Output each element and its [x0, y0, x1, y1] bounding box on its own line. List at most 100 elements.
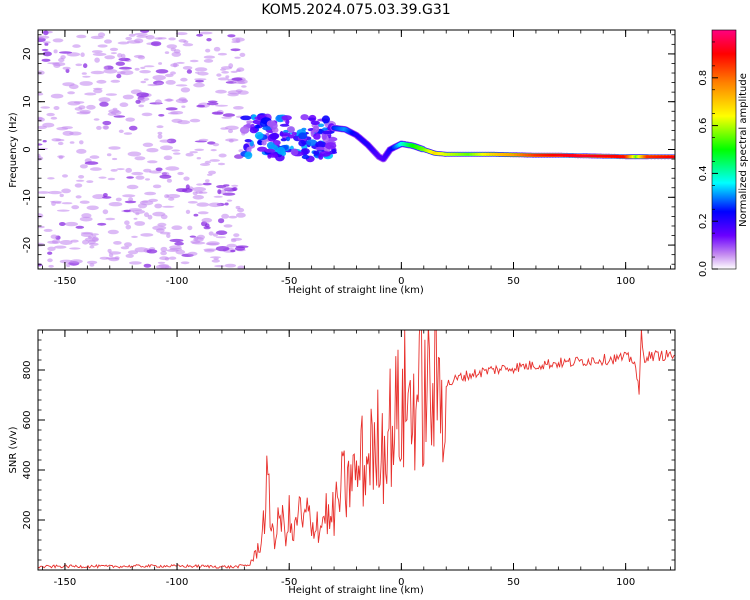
doppler-track-cell: [665, 155, 671, 159]
noise-speckle: [167, 112, 179, 115]
noise-speckle: [74, 107, 83, 111]
noise-speckle: [171, 225, 183, 230]
noise-speckle: [80, 52, 85, 57]
noise-speckle: [88, 242, 99, 246]
noise-speckle: [215, 89, 227, 94]
noise-speckle: [120, 246, 130, 250]
echo-blob: [240, 115, 252, 121]
noise-speckle: [231, 77, 243, 81]
noise-speckle: [178, 97, 187, 102]
noise-speckle: [160, 266, 167, 269]
noise-speckle: [62, 174, 68, 178]
noise-speckle: [97, 32, 106, 37]
noise-speckle: [48, 190, 62, 195]
noise-speckle: [222, 192, 236, 196]
noise-speckle: [75, 195, 82, 199]
doppler-track-cell: [649, 155, 654, 159]
noise-speckle: [83, 63, 88, 69]
noise-speckle: [76, 34, 87, 39]
noise-speckle: [196, 104, 206, 108]
noise-speckle: [239, 52, 246, 58]
echo-blob: [246, 146, 252, 154]
y-tick-label: -10: [22, 189, 33, 205]
noise-speckle: [134, 247, 148, 253]
noise-speckle: [221, 116, 232, 119]
noise-speckle: [152, 211, 166, 217]
noise-speckle: [135, 175, 145, 180]
noise-speckle: [107, 229, 119, 235]
noise-speckle: [89, 167, 102, 171]
echo-blob: [301, 127, 307, 131]
noise-speckle: [237, 207, 245, 213]
noise-speckle: [175, 84, 188, 87]
spectrogram-x-ticks: -150 -100 -50 0 50 100: [42, 30, 671, 287]
echo-blob: [254, 124, 261, 129]
noise-speckle: [173, 152, 181, 155]
noise-speckle: [174, 241, 184, 246]
noise-speckle: [86, 205, 99, 211]
noise-speckle: [147, 160, 158, 164]
noise-speckle: [86, 260, 98, 265]
noise-speckle: [48, 264, 54, 268]
noise-speckle: [157, 261, 166, 264]
noise-speckle: [208, 231, 214, 236]
echo-blob: [244, 139, 252, 143]
colorbar-tick-label: 0.8: [698, 70, 709, 86]
noise-speckle: [136, 35, 148, 38]
noise-speckle: [79, 200, 90, 204]
noise-speckle: [118, 57, 131, 62]
noise-speckle: [165, 80, 176, 85]
noise-speckle: [41, 58, 51, 62]
echo-blob: [257, 139, 262, 145]
noise-speckle: [186, 69, 192, 74]
noise-speckle: [230, 249, 236, 253]
noise-speckle: [185, 184, 190, 190]
echo-blob: [307, 117, 316, 121]
noise-speckle: [189, 118, 201, 123]
noise-speckle: [86, 104, 96, 110]
noise-speckle: [211, 259, 220, 263]
noise-speckle: [206, 173, 213, 176]
noise-speckle: [158, 114, 165, 117]
doppler-track-cell: [645, 155, 651, 159]
noise-speckle: [84, 92, 97, 96]
noise-speckle: [137, 55, 146, 60]
noise-speckle: [195, 79, 204, 83]
noise-speckle: [163, 155, 173, 161]
noise-speckle: [124, 242, 132, 248]
noise-speckle: [134, 67, 140, 71]
noise-speckle: [228, 215, 238, 219]
noise-speckle: [114, 256, 120, 260]
noise-speckle: [57, 141, 64, 146]
noise-speckle: [176, 61, 185, 64]
noise-speckle: [194, 67, 208, 72]
noise-speckle: [102, 209, 109, 215]
noise-speckle: [76, 148, 87, 154]
noise-speckle: [213, 257, 219, 260]
doppler-track-cell: [655, 155, 661, 159]
echo-blob: [267, 153, 279, 158]
echo-blob: [246, 120, 253, 124]
noise-speckle: [159, 256, 170, 261]
noise-speckle: [166, 233, 171, 238]
noise-speckle: [61, 188, 71, 194]
noise-speckle: [148, 198, 158, 202]
noise-speckle: [225, 138, 239, 142]
noise-speckle: [226, 243, 237, 248]
noise-speckle: [156, 125, 164, 129]
noise-speckle: [199, 163, 211, 166]
y-tick-label: 800: [22, 360, 33, 379]
noise-speckle: [75, 63, 83, 67]
noise-speckle: [61, 202, 73, 205]
noise-speckle: [75, 179, 85, 182]
noise-speckle: [192, 195, 204, 200]
noise-speckle: [131, 235, 138, 238]
noise-speckle: [235, 205, 241, 210]
noise-speckle: [165, 166, 180, 171]
noise-speckle: [217, 189, 222, 195]
noise-speckle: [225, 75, 230, 79]
colorbar-gradient: [711, 29, 737, 270]
noise-speckle: [212, 233, 218, 237]
